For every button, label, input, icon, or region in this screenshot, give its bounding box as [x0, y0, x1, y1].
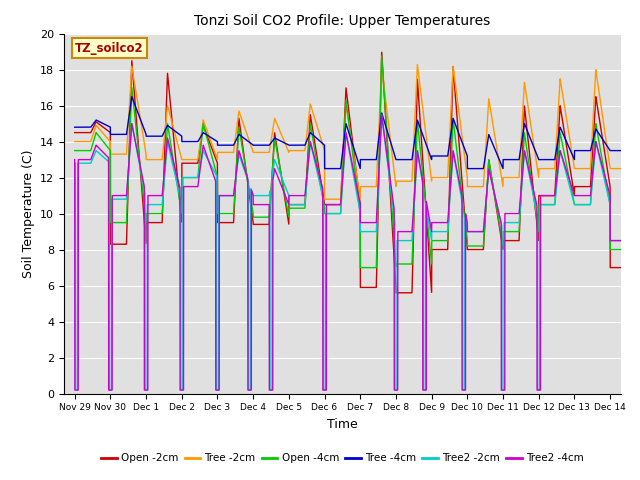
Legend: Open -2cm, Tree -2cm, Open -4cm, Tree -4cm, Tree2 -2cm, Tree2 -4cm: Open -2cm, Tree -2cm, Open -4cm, Tree -4… [97, 449, 588, 468]
Y-axis label: Soil Temperature (C): Soil Temperature (C) [22, 149, 35, 278]
Text: TZ_soilco2: TZ_soilco2 [75, 42, 144, 55]
Title: Tonzi Soil CO2 Profile: Upper Temperatures: Tonzi Soil CO2 Profile: Upper Temperatur… [195, 14, 490, 28]
X-axis label: Time: Time [327, 418, 358, 431]
